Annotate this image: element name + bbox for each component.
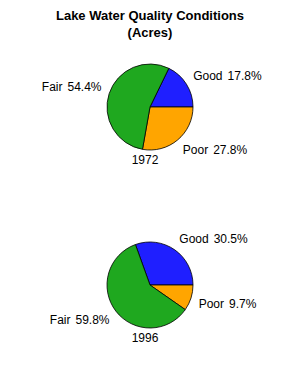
- slice-value: 59.8%: [75, 313, 109, 327]
- data-label: Poor 9.7%: [199, 297, 257, 311]
- data-label: Fair 59.8%: [50, 313, 110, 327]
- slice-name: Good: [193, 69, 222, 83]
- pie-title: 1996: [132, 331, 159, 345]
- slice-value: 30.5%: [214, 232, 248, 246]
- pie-slice: [107, 245, 185, 328]
- slice-name: Good: [179, 232, 208, 246]
- slice-name: Poor: [183, 143, 208, 157]
- chart-canvas: Lake Water Quality Conditions (Acres) Good…: [0, 0, 300, 389]
- pie-0: [107, 64, 193, 150]
- data-label: Fair 54.4%: [42, 80, 102, 94]
- data-label: Poor 27.8%: [183, 143, 248, 157]
- chart-subtitle: (Acres): [128, 25, 173, 40]
- slice-value: 54.4%: [67, 80, 101, 94]
- slice-value: 9.7%: [229, 297, 257, 311]
- slice-value: 27.8%: [213, 143, 247, 157]
- data-label: Good 17.8%: [193, 69, 262, 83]
- slice-name: Fair: [42, 80, 63, 94]
- slice-name: Fair: [50, 313, 71, 327]
- slice-name: Poor: [199, 297, 224, 311]
- data-label: Good 30.5%: [179, 232, 248, 246]
- slice-value: 17.8%: [228, 69, 262, 83]
- pie-title: 1972: [132, 153, 159, 167]
- pie-1: [107, 242, 193, 328]
- pie-slice: [107, 64, 169, 149]
- chart-title: Lake Water Quality Conditions: [56, 8, 244, 23]
